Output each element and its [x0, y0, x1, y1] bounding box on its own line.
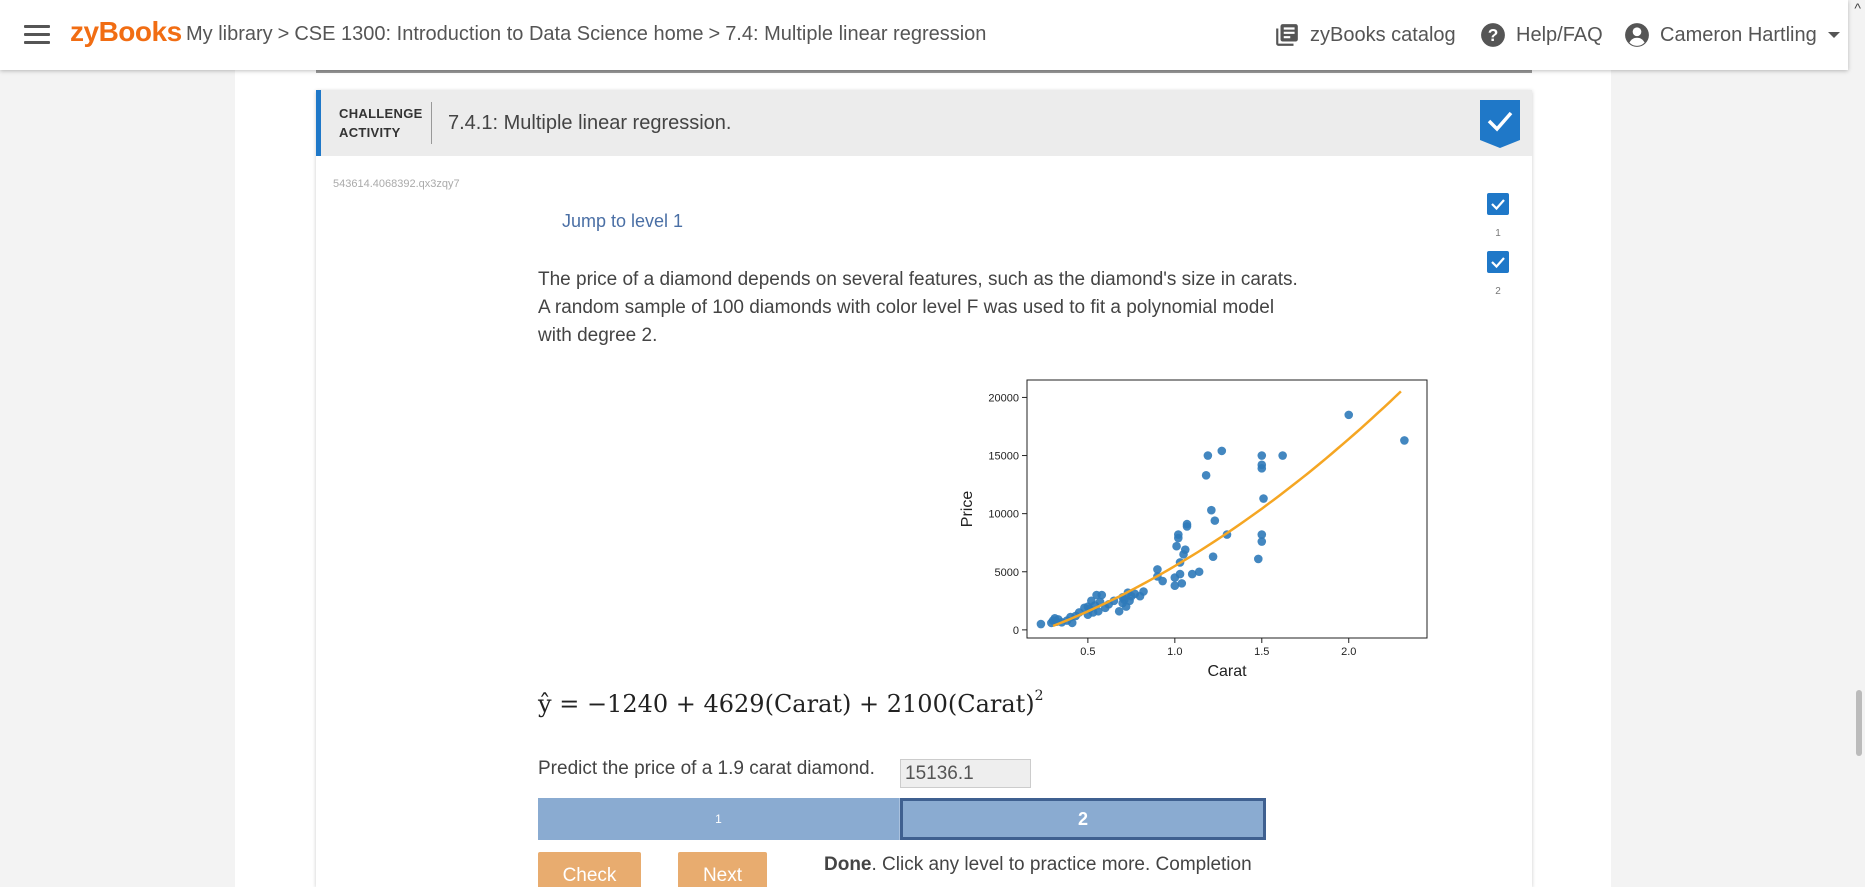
- done-description: . Click any level to practice more. Comp…: [871, 854, 1252, 875]
- level-2-number: 2: [1495, 286, 1501, 297]
- scroll-up-arrow-icon[interactable]: ^: [1854, 0, 1861, 16]
- data-point: [1257, 451, 1267, 460]
- plot-frame: [1026, 379, 1428, 639]
- level-1-button[interactable]: 1: [538, 798, 900, 840]
- top-bar: zyBooks My library > CSE 1300: Introductio…: [0, 0, 1848, 70]
- help-label: Help/FAQ: [1516, 23, 1603, 46]
- data-point: [1175, 569, 1185, 579]
- activity-type-label: CHALLENGE ACTIVITY: [339, 106, 423, 140]
- data-point: [1172, 541, 1181, 551]
- x-tick-label: 1.5: [1254, 646, 1269, 658]
- equation-exponent: 2: [1034, 688, 1044, 704]
- chevron-down-icon: [1827, 32, 1840, 38]
- data-point: [1210, 516, 1220, 525]
- scatter-chart: 0 5000 10000 15000 20000 0.5 1.0 1.5 2.0 Carat Pri…: [959, 379, 1428, 680]
- completion-message: Done. Click any level to practice more. …: [824, 854, 1252, 876]
- catalog-label: zyBooks catalog: [1310, 23, 1456, 46]
- data-point: [1182, 519, 1192, 529]
- data-point: [1259, 494, 1268, 503]
- data-point: [1153, 565, 1162, 574]
- page-scrollbar[interactable]: [1856, 690, 1862, 756]
- library-books-icon: [1276, 24, 1298, 46]
- data-point: [1036, 619, 1046, 629]
- data-point: [1278, 451, 1287, 460]
- user-menu[interactable]: Cameron Hartling: [1624, 20, 1841, 50]
- breadcrumb-course[interactable]: CSE 1300: Introduction to Data Science h…: [294, 23, 704, 45]
- regression-curve: [1052, 390, 1402, 628]
- data-point: [1180, 545, 1190, 554]
- activity-title: 7.4.1: Multiple linear regression.: [448, 112, 732, 134]
- level-2-button[interactable]: 2: [900, 798, 1266, 840]
- data-point: [1217, 446, 1227, 456]
- data-point: [1203, 451, 1213, 460]
- y-tick-label: 10000: [988, 509, 1019, 521]
- zybooks-catalog-link[interactable]: zyBooks catalog: [1274, 20, 1456, 50]
- hamburger-menu-icon[interactable]: [24, 25, 50, 45]
- data-point: [1207, 505, 1216, 515]
- zybooks-logo[interactable]: zyBooks: [70, 16, 182, 47]
- answer-input[interactable]: [900, 759, 1031, 788]
- activity-id: 543614.4068392.qx3zqy7: [333, 178, 460, 190]
- x-tick-label: 0.5: [1080, 646, 1095, 658]
- data-point: [1114, 606, 1124, 616]
- breadcrumb-library[interactable]: My library: [186, 23, 273, 45]
- section-divider: [316, 70, 1532, 73]
- data-point: [1201, 470, 1211, 480]
- data-point: [1174, 530, 1183, 539]
- data-point: [1139, 587, 1148, 596]
- help-circle-icon: ?: [1481, 23, 1505, 47]
- level-1-indicator[interactable]: [1487, 193, 1509, 215]
- challenge-activity-card: CHALLENGE ACTIVITY 7.4.1: Multiple linea…: [316, 90, 1532, 887]
- data-point: [1254, 554, 1263, 564]
- data-point: [1094, 606, 1103, 616]
- check-icon: [1491, 257, 1505, 269]
- data-point: [1344, 410, 1354, 420]
- completion-check-icon: [1480, 100, 1520, 148]
- x-tick-label: 1.0: [1167, 646, 1182, 658]
- svg-text:?: ?: [1488, 25, 1499, 45]
- data-point: [1097, 590, 1107, 600]
- data-point: [1194, 567, 1204, 577]
- level-selector: 1 2: [538, 798, 1266, 840]
- check-icon: [1491, 199, 1505, 211]
- regression-equation: ŷ = −1240 + 4629(Carat) + 2100(Carat)2: [538, 688, 1044, 718]
- question-prompt: The price of a diamond depends on severa…: [538, 269, 1298, 346]
- level-2-indicator[interactable]: [1487, 251, 1509, 273]
- breadcrumb-section: 7.4: Multiple linear regression: [725, 23, 987, 45]
- equation-rhs: = −1240 + 4629(Carat) + 2100(Carat): [559, 690, 1035, 718]
- data-point: [1177, 579, 1187, 588]
- data-point: [1170, 581, 1180, 591]
- activity-header: CHALLENGE ACTIVITY 7.4.1: Multiple linea…: [316, 90, 1532, 156]
- jump-to-level-link[interactable]: Jump to level 1: [562, 211, 684, 231]
- data-point: [1208, 552, 1218, 561]
- x-tick-label: 2.0: [1341, 646, 1356, 658]
- level-1-number: 1: [1495, 228, 1501, 239]
- y-tick-label: 20000: [988, 392, 1019, 404]
- y-axis-label: Price: [959, 491, 976, 528]
- data-point: [1257, 537, 1267, 546]
- y-hat: ŷ: [538, 690, 552, 718]
- data-point: [1067, 618, 1077, 628]
- breadcrumb: My library > CSE 1300: Introduction to Dat…: [186, 23, 987, 45]
- help-faq-link[interactable]: ? Help/FAQ: [1480, 20, 1603, 50]
- next-button[interactable]: Next: [678, 852, 767, 887]
- data-point: [1400, 436, 1409, 445]
- x-axis-label: Carat: [1207, 663, 1247, 680]
- data-point: [1187, 569, 1197, 579]
- y-tick-label: 0: [1013, 625, 1019, 637]
- user-name: Cameron Hartling: [1660, 23, 1817, 46]
- done-label: Done: [824, 854, 872, 875]
- header-divider: [431, 102, 432, 144]
- question-text: Predict the price of a 1.9 carat diamond…: [538, 758, 875, 779]
- y-tick-label: 5000: [995, 567, 1019, 579]
- y-tick-label: 15000: [988, 451, 1019, 463]
- data-point: [1257, 460, 1267, 470]
- check-button[interactable]: Check: [538, 852, 641, 887]
- data-point: [1158, 576, 1167, 586]
- data-point: [1257, 530, 1267, 539]
- account-circle-icon: [1625, 23, 1649, 47]
